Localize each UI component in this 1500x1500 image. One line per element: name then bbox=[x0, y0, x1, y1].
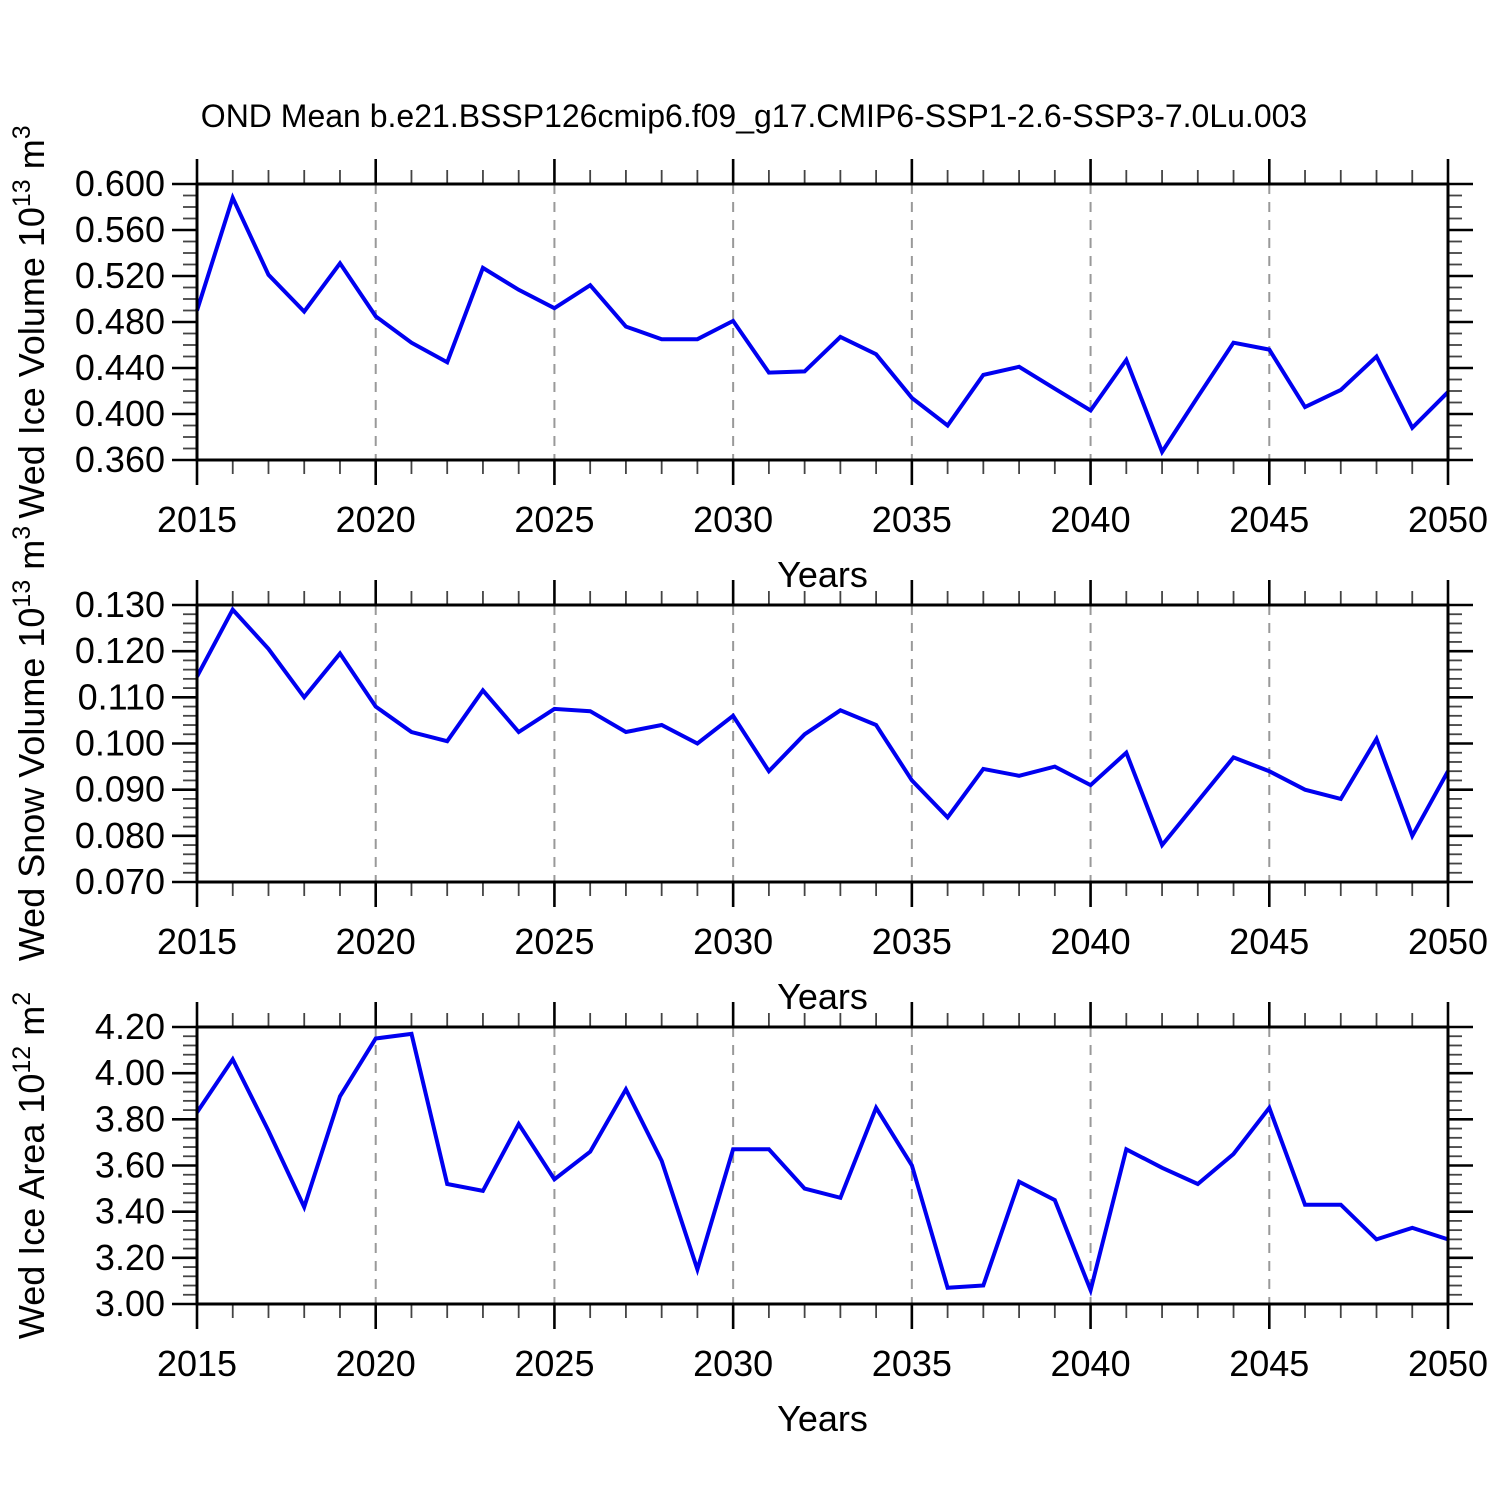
plot-frame bbox=[195, 182, 1450, 462]
y-tick-label: 0.560 bbox=[75, 209, 165, 250]
wed-snow-volume-line bbox=[195, 606, 1450, 850]
x-tick-label: 2045 bbox=[1229, 499, 1309, 540]
x-tick-label: 2035 bbox=[872, 921, 952, 962]
y-axis-title-text: Wed Ice Volume 10 bbox=[11, 207, 52, 519]
y-axis-title-exponent: 13 bbox=[8, 179, 36, 207]
plot-frame bbox=[195, 1025, 1450, 1306]
y-axis-title-exponent: 13 bbox=[8, 580, 36, 608]
x-tick-label: 2050 bbox=[1408, 499, 1488, 540]
x-tick-label: 2045 bbox=[1229, 1343, 1309, 1384]
y-axis-title-text: m bbox=[11, 139, 52, 179]
y-axis-title: Wed Snow Volume 1013 m3 bbox=[8, 526, 52, 961]
x-tick-label: 2025 bbox=[514, 499, 594, 540]
y-tick-label: 0.360 bbox=[75, 439, 165, 480]
x-tick-label: 2045 bbox=[1229, 921, 1309, 962]
x-tick-label: 2050 bbox=[1408, 1343, 1488, 1384]
y-tick-label: 3.60 bbox=[95, 1145, 165, 1186]
y-axis-title-text: m bbox=[11, 540, 52, 580]
y-tick-label: 3.40 bbox=[95, 1191, 165, 1232]
panel-wed-ice-area: 3.00 3.20 3.40 3.60 3.80 4.00 4.20 2015 2020 2025… bbox=[8, 992, 1488, 1439]
x-tick-label: 2025 bbox=[514, 1343, 594, 1384]
y-axis-title-text: Wed Snow Volume 10 bbox=[11, 608, 52, 962]
y-tick-label: 0.600 bbox=[75, 163, 165, 204]
x-tick-label: 2035 bbox=[872, 1343, 952, 1384]
wed-ice-area-line bbox=[195, 1031, 1449, 1297]
x-tick-label: 2040 bbox=[1051, 921, 1131, 962]
y-tick-label: 0.100 bbox=[75, 723, 165, 764]
y-tick-label: 0.440 bbox=[75, 347, 165, 388]
y-tick-label: 0.520 bbox=[75, 255, 165, 296]
y-tick-label: 0.130 bbox=[75, 584, 165, 625]
y-tick-label: 0.090 bbox=[75, 769, 165, 810]
x-tick-label: 2035 bbox=[872, 499, 952, 540]
y-tick-label: 3.20 bbox=[95, 1237, 165, 1278]
x-axis-title: Years bbox=[777, 976, 868, 1017]
y-axis-title-exponent: 2 bbox=[8, 992, 36, 1006]
y-tick-label: 4.20 bbox=[95, 1006, 165, 1047]
x-axis-title: Years bbox=[777, 1398, 868, 1439]
x-tick-label: 2015 bbox=[157, 499, 237, 540]
x-tick-label: 2040 bbox=[1051, 1343, 1131, 1384]
y-tick-label: 3.80 bbox=[95, 1098, 165, 1139]
y-axis-title-exponent: 12 bbox=[8, 1046, 36, 1074]
x-tick-label: 2030 bbox=[693, 499, 773, 540]
plot-frame bbox=[195, 603, 1450, 884]
x-tick-label: 2030 bbox=[693, 1343, 773, 1384]
y-tick-label: 0.080 bbox=[75, 815, 165, 856]
y-axis-title: Wed Ice Volume 1013 m3 bbox=[8, 125, 52, 518]
x-tick-label: 2040 bbox=[1051, 499, 1131, 540]
x-tick-label: 2050 bbox=[1408, 921, 1488, 962]
y-tick-label: 0.070 bbox=[75, 861, 165, 902]
y-tick-label: 0.110 bbox=[78, 676, 165, 717]
x-axis-title: Years bbox=[777, 554, 868, 595]
y-tick-label: 3.00 bbox=[95, 1283, 165, 1324]
x-tick-label: 2020 bbox=[336, 921, 416, 962]
panel-wed-ice-volume: 0.360 0.400 0.440 0.480 0.520 0.560 0.600 2015 2… bbox=[8, 125, 1488, 595]
y-axis-title-exponent: 3 bbox=[8, 526, 36, 540]
x-tick-label: 2020 bbox=[336, 1343, 416, 1384]
y-axis-title: Wed Ice Area 1012 m2 bbox=[8, 992, 52, 1339]
x-tick-label: 2020 bbox=[336, 499, 416, 540]
x-tick-label: 2015 bbox=[157, 921, 237, 962]
x-tick-label: 2030 bbox=[693, 921, 773, 962]
y-axis-title-text: m bbox=[11, 1006, 52, 1046]
y-axis-title-exponent: 3 bbox=[8, 125, 36, 139]
y-axis-title-text: Wed Ice Area 10 bbox=[11, 1074, 52, 1340]
chart-title: OND Mean b.e21.BSSP126cmip6.f09_g17.CMIP… bbox=[201, 98, 1307, 134]
y-tick-label: 0.120 bbox=[75, 630, 165, 671]
panel-wed-snow-volume: 0.070 0.080 0.090 0.100 0.110 0.120 0.130 2015 2… bbox=[8, 526, 1488, 1017]
x-tick-label: 2015 bbox=[157, 1343, 237, 1384]
y-tick-label: 0.480 bbox=[75, 301, 165, 342]
panels-group: 0.360 0.400 0.440 0.480 0.520 0.560 0.600 2015 2… bbox=[8, 125, 1488, 1439]
y-tick-label: 4.00 bbox=[95, 1052, 165, 1093]
x-tick-label: 2025 bbox=[514, 921, 594, 962]
y-tick-label: 0.400 bbox=[75, 393, 165, 434]
wed-ice-volume-line bbox=[195, 192, 1450, 457]
